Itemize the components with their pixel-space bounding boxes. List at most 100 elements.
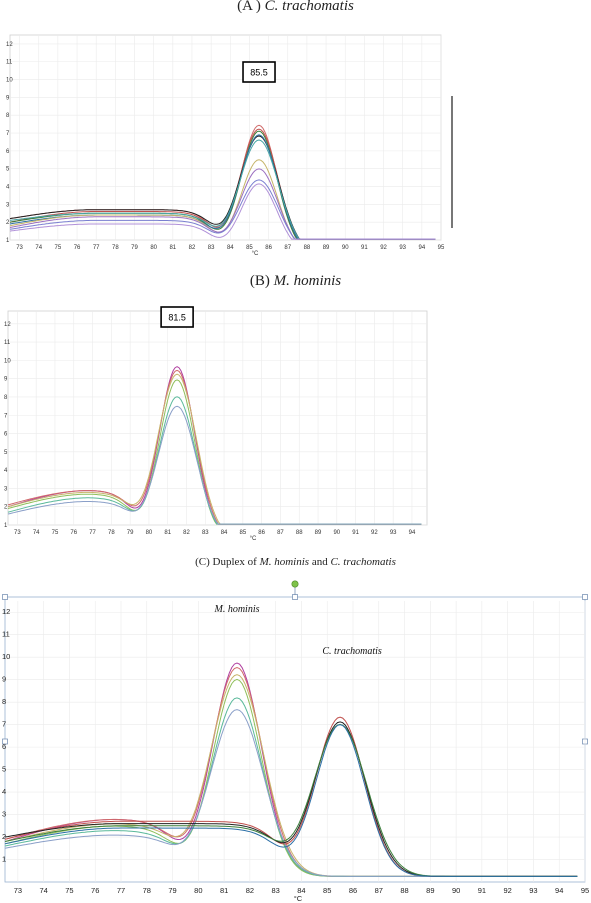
y-tick-label: 12 (4, 322, 11, 328)
y-tick-label: 4 (4, 468, 8, 474)
x-tick-label: 92 (380, 245, 387, 251)
species-annotation: C. trachomatis (322, 646, 382, 657)
x-tick-label: 82 (183, 530, 190, 536)
y-tick-label: 3 (2, 810, 6, 819)
chart-a: 73 74 75 76 77 78 79 80 81 82 83 84 85 86 87 88 89 90 91 92… (6, 34, 453, 257)
x-tick-label: 76 (91, 886, 99, 895)
x-axis-unit: °C (250, 536, 257, 542)
y-tick-label: 11 (6, 60, 13, 66)
x-tick-label: 87 (284, 245, 291, 251)
chart-b: 73 74 75 76 77 78 79 80 81 82 83 84 85 86 87 88 89 90 91 92… (4, 306, 428, 542)
x-tick-label: 94 (419, 245, 426, 251)
x-tick-label: 90 (452, 886, 460, 895)
y-tick-label: 12 (2, 607, 10, 616)
y-tick-label: 1 (4, 523, 8, 529)
y-tick-label: 6 (2, 742, 6, 751)
caption-b-prefix: (B) (249, 273, 270, 289)
resize-handle (292, 594, 298, 600)
rotate-handle (291, 580, 299, 588)
y-tick-label: 2 (6, 220, 10, 226)
x-tick-label: 84 (297, 886, 305, 895)
species-annotation: M. hominis (214, 604, 260, 615)
x-tick-label: 90 (333, 530, 340, 536)
caption-b-species: M. hominis (273, 273, 342, 289)
y-tick-label: 5 (6, 167, 10, 173)
x-tick-label: 88 (296, 530, 303, 536)
y-tick-label: 7 (2, 720, 6, 729)
caption-c: (C) Duplex of M. hominis and C. trachoma… (0, 556, 591, 568)
x-tick-label: 89 (315, 530, 322, 536)
x-tick-label: 95 (438, 245, 445, 251)
y-tick-label: 9 (2, 675, 6, 684)
y-tick-label: 10 (2, 652, 10, 661)
x-axis-unit: °C (294, 894, 303, 903)
x-tick-label: 74 (33, 530, 40, 536)
x-tick-label: 73 (14, 886, 22, 895)
caption-a: (A ) C. trachomatis (0, 0, 591, 15)
y-tick-label: 1 (2, 855, 6, 864)
plot-area (9, 34, 442, 241)
x-tick-label: 83 (271, 886, 279, 895)
x-tick-label: 83 (202, 530, 209, 536)
x-tick-label: 74 (35, 245, 42, 251)
y-tick-label: 6 (6, 149, 10, 155)
x-tick-label: 90 (342, 245, 349, 251)
x-tick-label: 92 (371, 530, 378, 536)
y-tick-label: 12 (6, 42, 13, 48)
x-tick-label: 81 (164, 530, 171, 536)
x-tick-label: 79 (168, 886, 176, 895)
y-tick-label: 8 (4, 395, 8, 401)
melt-curve-6 (7, 405, 422, 525)
x-tick-label: 83 (208, 245, 215, 251)
caption-c-prefix: (C) Duplex of (195, 556, 257, 568)
y-tick-label: 10 (4, 358, 11, 364)
x-tick-label: 94 (409, 530, 416, 536)
x-tick-label: 94 (555, 886, 563, 895)
caption-b: (B) M. hominis (0, 273, 591, 290)
x-tick-label: 93 (529, 886, 537, 895)
x-tick-label: 86 (265, 245, 272, 251)
x-tick-label: 77 (89, 530, 96, 536)
y-tick-label: 7 (4, 413, 8, 419)
x-tick-label: 79 (131, 245, 138, 251)
y-tick-label: 9 (4, 377, 8, 383)
x-tick-label: 78 (108, 530, 115, 536)
y-tick-label: 3 (4, 486, 8, 492)
melt-curve-10 (9, 183, 436, 240)
x-tick-label: 85 (240, 530, 247, 536)
x-tick-label: 78 (112, 245, 119, 251)
x-tick-label: 93 (399, 245, 406, 251)
y-tick-label: 8 (2, 697, 6, 706)
x-tick-label: 82 (246, 886, 254, 895)
x-tick-label: 95 (581, 886, 589, 895)
caption-c-species2: C. trachomatis (330, 556, 396, 568)
y-tick-label: 5 (2, 765, 6, 774)
y-tick-label: 5 (4, 450, 8, 456)
y-tick-label: 3 (6, 202, 10, 208)
x-tick-label: 85 (246, 245, 253, 251)
x-tick-label: 84 (227, 245, 234, 251)
x-tick-label: 73 (14, 530, 21, 536)
resize-handle (2, 738, 8, 745)
x-axis-unit: °C (252, 251, 259, 257)
x-tick-label: 75 (55, 245, 62, 251)
chart-c: 73 74 75 76 77 78 79 80 81 82 83 84 85 86 87 88 89 90 91 92… (2, 580, 589, 903)
x-tick-label: 89 (426, 886, 434, 895)
y-tick-label: 10 (6, 78, 13, 84)
x-tick-label: 91 (361, 245, 368, 251)
x-tick-label: 76 (74, 245, 81, 251)
x-tick-label: 87 (277, 530, 284, 536)
x-tick-label: 84 (221, 530, 228, 536)
x-tick-label: 93 (390, 530, 397, 536)
x-tick-label: 88 (400, 886, 408, 895)
x-tick-label: 78 (143, 886, 151, 895)
y-tick-label: 4 (6, 185, 10, 191)
x-tick-label: 81 (220, 886, 228, 895)
caption-a-prefix: (A ) (237, 0, 261, 14)
x-tick-label: 77 (93, 245, 100, 251)
caption-a-species: C. trachomatis (264, 0, 354, 14)
x-tick-label: 75 (52, 530, 59, 536)
x-tick-label: 80 (150, 245, 157, 251)
x-tick-label: 80 (146, 530, 153, 536)
x-tick-label: 85 (323, 886, 331, 895)
